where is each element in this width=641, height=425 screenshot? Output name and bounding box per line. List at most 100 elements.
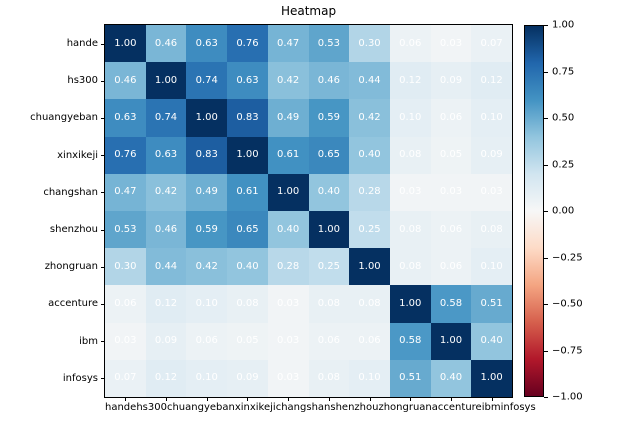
heatmap-cell: 0.09 bbox=[430, 62, 472, 100]
heatmap-cell: 0.03 bbox=[267, 322, 309, 360]
heatmap-cell: 0.76 bbox=[105, 136, 146, 174]
y-tick-label: changshan bbox=[43, 186, 98, 198]
heatmap-cell: 0.03 bbox=[430, 25, 472, 63]
heatmap-cell: 0.40 bbox=[349, 136, 390, 174]
y-axis-tick bbox=[101, 118, 105, 119]
colorbar bbox=[524, 25, 544, 397]
heatmap-cell: 0.53 bbox=[105, 211, 146, 249]
heatmap-cell: 0.40 bbox=[471, 322, 512, 360]
colorbar-tick-label: −1.00 bbox=[552, 391, 583, 403]
x-axis-tick bbox=[206, 397, 208, 401]
x-tick-label: accenture bbox=[431, 402, 482, 413]
heatmap-cell: 0.09 bbox=[471, 136, 512, 174]
heatmap-cell: 0.47 bbox=[267, 25, 309, 63]
heatmap-cell: 0.76 bbox=[227, 25, 268, 63]
heatmap-cell: 1.00 bbox=[186, 99, 228, 137]
heatmap-cell: 0.12 bbox=[145, 359, 187, 397]
heatmap-cell: 0.61 bbox=[227, 173, 268, 211]
x-axis-tick bbox=[369, 397, 371, 401]
colorbar-tick bbox=[544, 397, 548, 398]
heatmap-cell: 0.06 bbox=[308, 322, 350, 360]
x-tick-label: zhongruan bbox=[378, 402, 432, 413]
y-axis-tick bbox=[101, 155, 105, 157]
heatmap-cell: 1.00 bbox=[471, 359, 512, 397]
heatmap-cell: 0.03 bbox=[430, 173, 472, 211]
y-axis-tick bbox=[101, 304, 105, 305]
y-tick-label: zhongruan bbox=[44, 261, 98, 273]
colorbar-tick-label: 0.75 bbox=[552, 66, 575, 77]
x-tick-label: ibm bbox=[481, 402, 501, 413]
heatmap-cell: 0.08 bbox=[308, 359, 350, 397]
heatmap-cell: 0.40 bbox=[267, 211, 309, 249]
colorbar-tick bbox=[544, 164, 548, 166]
heatmap-cell: 0.46 bbox=[308, 62, 350, 100]
heatmap-cell: 0.03 bbox=[267, 285, 309, 323]
x-axis-tick bbox=[247, 397, 249, 401]
x-axis-tick bbox=[125, 397, 127, 401]
y-tick-label: shenzhou bbox=[49, 224, 98, 236]
heatmap-cell: 0.06 bbox=[430, 99, 472, 137]
colorbar-tick bbox=[544, 118, 548, 119]
y-tick-label: hs300 bbox=[67, 75, 98, 87]
heatmap: 1.00 0.46 0.63 0.76 0.47 0.53 0.30 0.06 0.03 0.07… bbox=[104, 24, 513, 398]
heatmap-cell: 0.06 bbox=[430, 211, 472, 249]
heatmap-cell: 0.42 bbox=[186, 248, 228, 286]
heatmap-cell: 0.47 bbox=[105, 173, 146, 211]
y-tick-label: xinxikeji bbox=[57, 149, 98, 161]
heatmap-cell: 0.46 bbox=[145, 211, 187, 249]
heatmap-cell: 0.63 bbox=[145, 136, 187, 174]
heatmap-cell: 0.09 bbox=[145, 322, 187, 360]
x-axis-tick bbox=[450, 397, 452, 401]
y-axis-labels: hande hs300 chuangyeban xinxikeji changshan s… bbox=[0, 25, 98, 397]
heatmap-cell: 0.53 bbox=[308, 25, 350, 63]
heatmap-cell: 0.07 bbox=[471, 25, 512, 63]
heatmap-cell: 0.49 bbox=[267, 99, 309, 137]
x-axis-tick bbox=[328, 397, 330, 401]
heatmap-cell: 0.12 bbox=[389, 62, 431, 100]
heatmap-cell: 0.10 bbox=[186, 285, 228, 323]
x-axis-labels: hande hs300 chuangyeban xinxikeji changshan s… bbox=[105, 402, 536, 416]
heatmap-cell: 0.10 bbox=[471, 248, 512, 286]
heatmap-cell: 0.40 bbox=[308, 173, 350, 211]
colorbar-tick bbox=[544, 71, 548, 73]
heatmap-cell: 0.40 bbox=[227, 248, 268, 286]
heatmap-cell: 0.06 bbox=[389, 25, 431, 63]
x-axis-tick bbox=[410, 397, 412, 401]
heatmap-cell: 0.46 bbox=[145, 25, 187, 63]
heatmap-cell: 0.06 bbox=[186, 322, 228, 360]
y-tick-label: accenture bbox=[48, 298, 98, 310]
y-axis-tick bbox=[101, 192, 105, 194]
heatmap-cell: 0.06 bbox=[349, 322, 390, 360]
heatmap-cell: 0.63 bbox=[186, 25, 228, 63]
heatmap-cell: 0.42 bbox=[145, 173, 187, 211]
x-tick-label: hs300 bbox=[136, 402, 167, 413]
heatmap-cell: 0.12 bbox=[145, 285, 187, 323]
heatmap-cell: 1.00 bbox=[430, 322, 472, 360]
heatmap-cell: 0.74 bbox=[145, 99, 187, 137]
heatmap-cell: 0.51 bbox=[471, 285, 512, 323]
colorbar-tick-label: 0.25 bbox=[552, 159, 575, 170]
heatmap-cell: 0.10 bbox=[349, 359, 390, 397]
heatmap-cell: 0.06 bbox=[105, 285, 146, 323]
colorbar-tick-label: −0.25 bbox=[552, 252, 583, 263]
heatmap-cell: 0.58 bbox=[430, 285, 472, 323]
colorbar-tick-label: 0.00 bbox=[552, 205, 575, 217]
heatmap-cell: 0.58 bbox=[389, 322, 431, 360]
heatmap-cell: 0.25 bbox=[308, 248, 350, 286]
heatmap-cell: 0.83 bbox=[227, 99, 268, 137]
chart-title: Heatmap bbox=[280, 4, 337, 18]
colorbar-tick bbox=[544, 211, 548, 212]
heatmap-cell: 0.08 bbox=[349, 285, 390, 323]
y-axis-tick bbox=[101, 229, 105, 231]
colorbar-tick bbox=[544, 350, 548, 352]
heatmap-cell: 0.05 bbox=[430, 136, 472, 174]
colorbar-tick bbox=[544, 257, 548, 259]
colorbar-tick-label: 0.50 bbox=[552, 112, 575, 124]
heatmap-cell: 0.59 bbox=[186, 211, 228, 249]
heatmap-cell: 0.08 bbox=[389, 136, 431, 174]
x-tick-label: xinxikeji bbox=[234, 402, 276, 413]
heatmap-cell: 0.25 bbox=[349, 211, 390, 249]
heatmap-cell: 0.51 bbox=[389, 359, 431, 397]
heatmap-cell: 1.00 bbox=[227, 136, 268, 174]
heatmap-cell: 1.00 bbox=[267, 173, 309, 211]
